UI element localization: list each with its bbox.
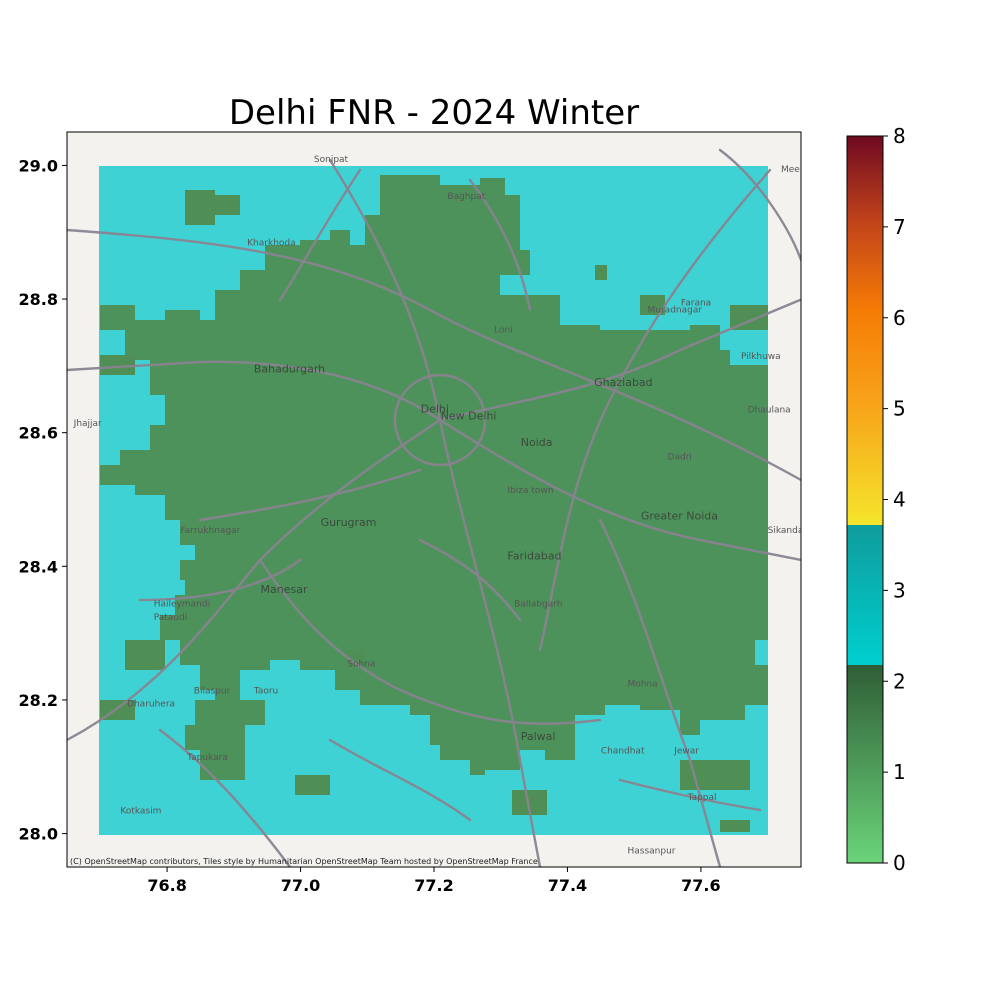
place-label: Sonipat — [314, 155, 349, 165]
x-tick-label: 77.6 — [681, 876, 720, 895]
place-label: Ballabgarh — [514, 599, 562, 609]
colorbar-tick-label: 4 — [893, 488, 906, 512]
place-label: Loni — [494, 325, 513, 335]
place-label: Kharkhoda — [247, 239, 295, 249]
y-tick-label: 28.0 — [19, 825, 58, 844]
place-label: Taoru — [253, 686, 278, 696]
y-tick-label: 28.4 — [19, 557, 58, 576]
place-labels: Sonipat Baghpat Meerut Kharkhoda FaranaMurad… — [73, 155, 830, 857]
colorbar-tick-label: 3 — [893, 578, 906, 602]
place-label: Baghpat — [447, 192, 485, 202]
place-label: Dharuhera — [127, 700, 175, 710]
x-tick-label: 77.0 — [281, 876, 320, 895]
x-axis: 76.8 77.0 77.2 77.4 77.6 — [147, 867, 721, 895]
map-attribution: (C) OpenStreetMap contributors, Tiles st… — [70, 857, 538, 866]
place-label: Bilaspur — [194, 686, 231, 696]
colorbar-segment-warm — [847, 136, 883, 525]
y-tick-label: 28.2 — [19, 691, 58, 710]
place-label: Farrukhnagar — [180, 526, 240, 536]
colorbar-segment-green — [847, 665, 883, 863]
place-label: Dhaulana — [748, 406, 791, 416]
colorbar-tick-label: 2 — [893, 669, 906, 693]
place-label: Meerut — [781, 165, 813, 175]
place-label: Muradnagar — [648, 305, 703, 315]
place-label: Mohna — [628, 680, 658, 690]
place-label: Palwal — [521, 730, 556, 743]
x-tick-label: 77.2 — [414, 876, 453, 895]
place-label: Jewar — [673, 746, 699, 756]
place-label: Ibiza town — [507, 486, 553, 496]
colorbar-tick-label: 6 — [893, 306, 906, 330]
road-network — [67, 148, 801, 867]
place-label: Greater Noida — [641, 510, 718, 523]
colorbar-tick-label: 7 — [893, 215, 906, 239]
map-axes: Sonipat Baghpat Meerut Kharkhoda FaranaMurad… — [19, 131, 830, 895]
place-label: Farana — [681, 299, 711, 309]
x-tick-label: 77.4 — [548, 876, 587, 895]
colorbar: 0 1 2 3 4 5 6 7 8 — [846, 124, 906, 875]
fnr-raster-green — [100, 175, 768, 780]
place-label: Jhajjar — [73, 419, 102, 429]
place-label: Bahadurgarh — [254, 363, 325, 376]
place-label: Pataudi — [154, 613, 188, 623]
y-tick-label: 28.6 — [19, 424, 58, 443]
place-label: Delhi — [421, 403, 449, 416]
place-label: Dadri — [668, 452, 692, 462]
place-label: Ghaziabad — [594, 376, 653, 389]
place-label: Pilkhuwa — [741, 352, 781, 362]
place-label: Gurugram — [321, 516, 377, 529]
chart-title: Delhi FNR - 2024 Winter — [229, 93, 639, 133]
colorbar-ticks: 0 1 2 3 4 5 6 7 8 — [883, 124, 906, 875]
place-label: Haileymandi — [154, 599, 210, 609]
place-label: Kotkasim — [120, 807, 161, 817]
colorbar-tick-label: 5 — [893, 397, 906, 421]
y-tick-label: 29.0 — [19, 156, 58, 175]
place-label: Chandhat — [601, 746, 645, 756]
place-label: Sohna — [347, 660, 375, 670]
place-label: Tapukara — [186, 753, 228, 763]
x-tick-label: 76.8 — [147, 876, 186, 895]
place-label: Tappal — [687, 793, 717, 803]
place-label: Faridabad — [507, 550, 561, 563]
fnr-raster-green-patches — [100, 190, 768, 832]
place-label: Noida — [521, 436, 553, 449]
colorbar-segment-teal — [847, 525, 883, 665]
colorbar-tick-label: 0 — [893, 851, 906, 875]
colorbar-tick-label: 8 — [893, 124, 906, 148]
y-axis: 28.0 28.2 28.4 28.6 28.8 29.0 — [19, 156, 67, 844]
place-label: Sikandarabad — [768, 526, 830, 536]
colorbar-tick-label: 1 — [893, 760, 906, 784]
place-label: New Delhi — [441, 409, 497, 422]
y-tick-label: 28.8 — [19, 290, 58, 309]
place-label: Manesar — [261, 583, 308, 596]
place-label: Hassanpur — [628, 847, 676, 857]
